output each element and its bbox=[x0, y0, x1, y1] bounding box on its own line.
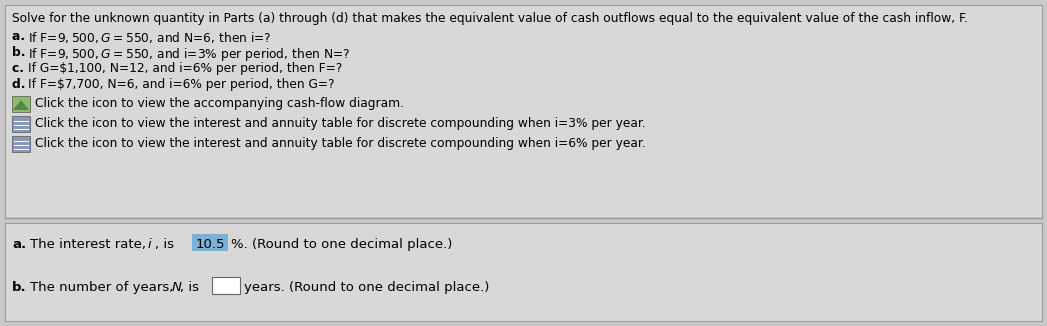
Bar bbox=[5, 5, 1042, 218]
Text: If F=$7,700, N=6, and i=6% per period, then G=?: If F=$7,700, N=6, and i=6% per period, t… bbox=[28, 78, 334, 91]
Text: , is: , is bbox=[155, 238, 174, 251]
Text: If F=$9,500, G=$550, and i=3% per period, then N=?: If F=$9,500, G=$550, and i=3% per period… bbox=[28, 46, 351, 63]
Text: b.: b. bbox=[12, 281, 26, 294]
Text: Solve for the unknown quantity in Parts (a) through (d) that makes the equivalen: Solve for the unknown quantity in Parts … bbox=[12, 12, 967, 25]
Text: , is: , is bbox=[180, 281, 199, 294]
Text: If G=$1,100, N=12, and i=6% per period, then F=?: If G=$1,100, N=12, and i=6% per period, … bbox=[28, 62, 342, 75]
Text: If F=$9,500, G=$550, and N=6, then i=?: If F=$9,500, G=$550, and N=6, then i=? bbox=[28, 30, 271, 45]
Bar bbox=[12, 116, 30, 132]
Bar bbox=[192, 234, 228, 251]
Polygon shape bbox=[13, 100, 29, 110]
Text: Click the icon to view the interest and annuity table for discrete compounding w: Click the icon to view the interest and … bbox=[35, 137, 646, 150]
Text: 10.5: 10.5 bbox=[195, 238, 225, 251]
Text: N: N bbox=[172, 281, 182, 294]
Text: The interest rate,: The interest rate, bbox=[30, 238, 151, 251]
Text: Click the icon to view the interest and annuity table for discrete compounding w: Click the icon to view the interest and … bbox=[35, 117, 646, 130]
Bar bbox=[5, 223, 1042, 321]
Text: a.: a. bbox=[12, 30, 29, 43]
Text: The number of years,: The number of years, bbox=[30, 281, 178, 294]
Text: %. (Round to one decimal place.): %. (Round to one decimal place.) bbox=[231, 238, 452, 251]
Text: d.: d. bbox=[12, 78, 29, 91]
Bar bbox=[211, 277, 240, 294]
Text: c.: c. bbox=[12, 62, 28, 75]
Bar bbox=[12, 136, 30, 152]
Bar bbox=[12, 96, 30, 112]
Text: a.: a. bbox=[12, 238, 26, 251]
Text: Click the icon to view the accompanying cash-flow diagram.: Click the icon to view the accompanying … bbox=[35, 97, 404, 110]
Text: years. (Round to one decimal place.): years. (Round to one decimal place.) bbox=[244, 281, 489, 294]
Text: i: i bbox=[148, 238, 152, 251]
Text: b.: b. bbox=[12, 46, 29, 59]
